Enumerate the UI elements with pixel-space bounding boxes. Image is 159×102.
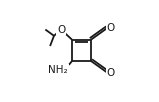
Text: O: O — [107, 68, 115, 78]
Text: O: O — [57, 24, 65, 34]
Text: O: O — [107, 23, 115, 33]
Text: NH₂: NH₂ — [48, 65, 68, 75]
